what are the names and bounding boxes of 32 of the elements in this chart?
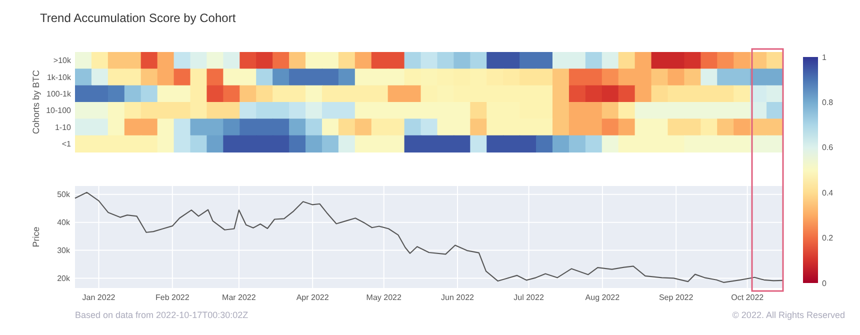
color-bar-label: 0.6 <box>822 143 834 152</box>
color-bar-label: 0.2 <box>822 234 834 243</box>
y-tick-label: 1k-10k <box>46 72 72 82</box>
y-tick-label: 40k <box>57 218 71 228</box>
x-tick-label: Mar 2022 <box>222 293 256 302</box>
y-tick-label: 100-1k <box>46 89 72 98</box>
color-bar-label: 0.8 <box>822 98 834 107</box>
x-tick-label: Oct 2022 <box>731 293 764 302</box>
x-tick-label: Aug 2022 <box>585 293 620 302</box>
x-tick-label: Jun 2022 <box>441 293 475 302</box>
y-axis-title: Price <box>31 226 41 248</box>
x-tick-label: Feb 2022 <box>156 293 190 302</box>
y-tick-label: 50k <box>57 190 71 200</box>
x-tick-label: Apr 2022 <box>296 293 330 302</box>
y-tick-label: >10k <box>53 56 72 66</box>
color-bar-label: 0 <box>822 278 827 288</box>
x-tick-label: Sep 2022 <box>658 293 694 302</box>
text: © 2022. All Rights Reserved <box>732 310 845 320</box>
text: Based on data from 2022-10-17T00:30:02Z <box>75 310 249 320</box>
y-tick-label: <1 <box>62 139 72 148</box>
y-tick-label: 1-10 <box>54 122 72 132</box>
chart-title: Trend Accumulation Score by Cohort <box>40 11 236 25</box>
y-tick-label: 30k <box>57 246 71 256</box>
y-tick-label: 10-100 <box>46 106 72 116</box>
x-tick-label: Jul 2022 <box>514 293 544 302</box>
color-bar-label: 1 <box>822 52 827 62</box>
x-tick-label: May 2022 <box>366 293 402 302</box>
line-series <box>74 192 784 283</box>
y-axis-title: Cohorts by BTC <box>31 69 41 134</box>
x-tick-label: Jan 2022 <box>82 293 116 302</box>
color-bar-label: 0.4 <box>822 188 834 198</box>
y-tick-label: 20k <box>57 274 71 284</box>
